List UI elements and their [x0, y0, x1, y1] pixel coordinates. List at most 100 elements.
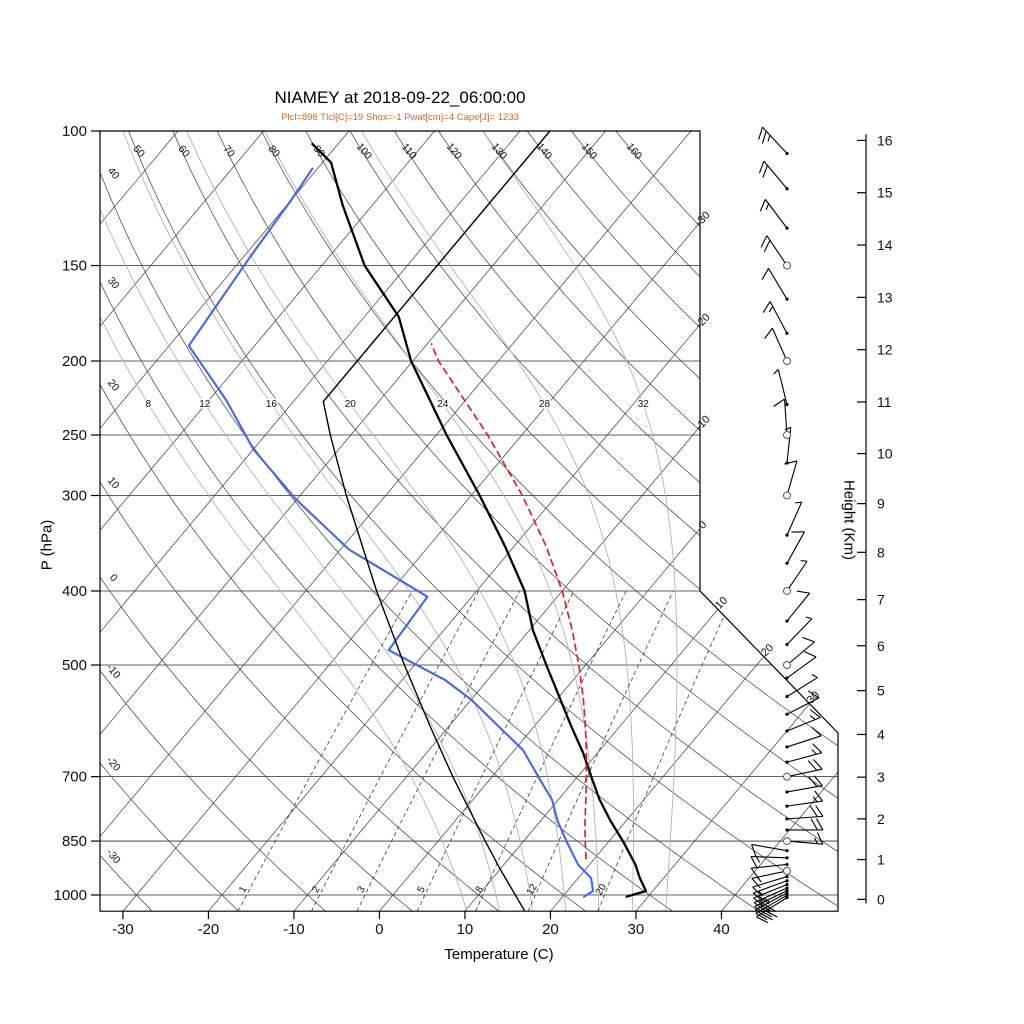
- svg-text:1: 1: [877, 852, 885, 868]
- svg-text:7: 7: [877, 592, 885, 608]
- svg-text:80: 80: [265, 143, 282, 160]
- wind-barb: [753, 886, 789, 911]
- wind-barb: [753, 882, 789, 907]
- svg-text:40: 40: [713, 921, 730, 938]
- station-dot-marker: [785, 889, 789, 893]
- station-dot-marker: [785, 297, 789, 301]
- svg-text:11: 11: [877, 394, 892, 410]
- svg-text:12: 12: [877, 342, 893, 358]
- station-dot-marker: [785, 402, 789, 407]
- wind-barb: [785, 501, 803, 537]
- svg-text:0: 0: [696, 519, 709, 532]
- wind-barb: [785, 531, 805, 565]
- svg-text:8: 8: [877, 544, 885, 560]
- svg-text:13: 13: [877, 289, 893, 305]
- wind-barb: [761, 268, 789, 301]
- svg-text:14: 14: [877, 237, 893, 253]
- wind-barb: [754, 889, 789, 915]
- svg-text:4: 4: [877, 726, 885, 742]
- temperature-axis-label: Temperature (C): [444, 946, 554, 963]
- station-dot-marker: [785, 828, 789, 832]
- wind-barb: [751, 843, 789, 857]
- svg-text:200: 200: [62, 353, 87, 370]
- wind-barb: [785, 743, 823, 764]
- svg-text:8: 8: [146, 399, 152, 410]
- svg-text:20: 20: [345, 399, 357, 410]
- svg-text:30: 30: [105, 275, 122, 292]
- station-dot-marker: [785, 893, 789, 897]
- station-dot-marker: [785, 896, 789, 900]
- wind-barb: [751, 866, 791, 889]
- station-dot-marker: [785, 879, 789, 883]
- svg-text:30: 30: [628, 921, 645, 938]
- sounding-curves: [187, 131, 648, 912]
- station-dot-marker: [785, 874, 789, 879]
- station-circle-marker: [783, 837, 791, 846]
- chart-title: NIAMEY at 2018-09-22_06:00:00: [274, 88, 526, 107]
- svg-text:400: 400: [62, 583, 87, 600]
- wind-barb: [773, 398, 791, 440]
- temperature-curve: [311, 142, 648, 898]
- svg-text:50: 50: [130, 143, 147, 160]
- station-dot-marker: [785, 533, 789, 537]
- skewt-background: [100, 131, 838, 912]
- thermo-indices-text: Plcl=896 Tlcl[C]=19 Shox=-1 Pwat[cm]=4 C…: [281, 112, 519, 123]
- station-dot-marker: [785, 790, 789, 794]
- wind-barb: [759, 199, 789, 230]
- plot-outline: [99, 130, 839, 912]
- svg-text:850: 850: [62, 833, 87, 850]
- station-dot-marker: [785, 862, 789, 867]
- svg-text:12: 12: [525, 882, 540, 898]
- svg-text:16: 16: [877, 132, 893, 148]
- svg-text:8: 8: [474, 884, 487, 895]
- svg-text:-10: -10: [693, 413, 713, 433]
- svg-text:12: 12: [199, 399, 211, 410]
- station-dot-marker: [785, 712, 789, 716]
- wind-barbs: [750, 126, 824, 924]
- wind-barb: [785, 790, 824, 808]
- station-circle-marker: [783, 661, 791, 670]
- svg-text:28: 28: [539, 399, 551, 410]
- isotherms: [100, 131, 838, 912]
- station-circle-marker: [783, 491, 791, 500]
- wind-barb: [785, 709, 821, 733]
- svg-text:2: 2: [877, 811, 885, 827]
- wind-barb: [785, 818, 824, 832]
- svg-text:700: 700: [62, 769, 87, 786]
- station-dot-marker: [785, 642, 789, 647]
- svg-text:9: 9: [877, 496, 885, 512]
- svg-text:500: 500: [62, 657, 87, 674]
- station-circle-marker: [783, 772, 791, 781]
- svg-text:60: 60: [175, 143, 192, 160]
- station-dot-marker: [785, 619, 789, 623]
- dewpoint-curve: [187, 167, 595, 898]
- wind-barb: [783, 460, 798, 500]
- station-dot-marker: [785, 331, 789, 335]
- svg-text:20: 20: [105, 377, 122, 394]
- mixing-ratio-lines: [237, 590, 736, 912]
- wind-barb: [764, 327, 791, 365]
- station-dot-marker: [785, 461, 789, 465]
- svg-text:-10: -10: [283, 921, 305, 938]
- station-dot-marker: [785, 882, 789, 887]
- station-dot-marker: [785, 745, 789, 749]
- svg-text:0: 0: [877, 891, 885, 907]
- svg-text:-20: -20: [198, 921, 220, 938]
- svg-text:120: 120: [444, 141, 465, 162]
- wind-barb: [783, 560, 808, 595]
- pressure-axis: 100 150 200 250 300 400 500 700 850 1000: [54, 123, 100, 904]
- station-circle-marker: [783, 431, 791, 440]
- svg-text:16: 16: [266, 399, 278, 410]
- svg-text:-30: -30: [693, 209, 713, 229]
- svg-text:20: 20: [542, 921, 559, 938]
- wind-barb: [758, 126, 789, 156]
- station-dot-marker: [785, 760, 789, 764]
- standard-atmosphere-curve: [322, 131, 551, 912]
- station-dot-marker: [785, 891, 789, 895]
- svg-text:15: 15: [877, 185, 893, 201]
- svg-text:5: 5: [416, 884, 429, 895]
- station-dot-marker: [785, 695, 789, 699]
